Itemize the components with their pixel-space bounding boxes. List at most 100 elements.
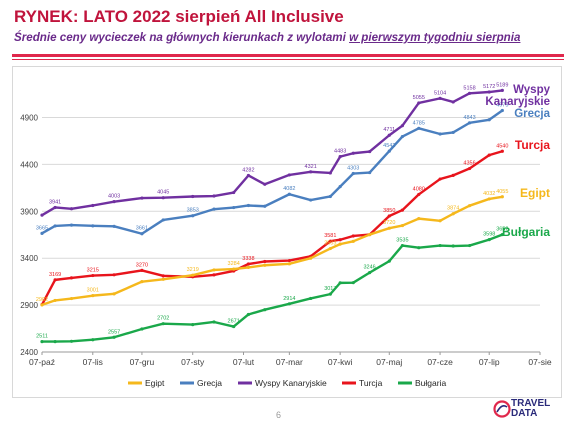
data-point xyxy=(212,207,216,211)
data-label: 3720 xyxy=(383,220,395,226)
data-point xyxy=(500,88,504,93)
data-label: 4321 xyxy=(305,164,317,170)
data-point xyxy=(387,149,391,153)
series-label-grecja: Grecja xyxy=(514,108,550,120)
data-point xyxy=(53,278,57,282)
data-point xyxy=(417,101,421,105)
data-point xyxy=(287,302,291,306)
data-point xyxy=(328,171,332,175)
data-point xyxy=(140,232,144,236)
series-label-wyspy-kanaryjskie: Wyspy xyxy=(513,84,550,96)
data-point xyxy=(191,214,195,218)
data-point xyxy=(246,173,251,178)
data-point xyxy=(53,224,57,228)
data-point xyxy=(417,246,421,250)
data-point xyxy=(400,243,404,248)
data-point xyxy=(91,224,95,228)
legend-entry: Bułgaria xyxy=(415,378,446,388)
data-label: 5104 xyxy=(434,90,446,96)
data-point xyxy=(500,232,504,237)
data-point xyxy=(140,268,144,272)
y-tick-label: 2900 xyxy=(20,301,38,310)
data-point xyxy=(487,238,491,242)
data-point xyxy=(438,243,442,248)
data-point xyxy=(400,124,404,128)
data-label: 4356 xyxy=(463,161,475,167)
data-point xyxy=(263,182,267,186)
x-tick-label: 07-paź xyxy=(29,357,55,367)
data-label: 3853 xyxy=(187,208,199,214)
data-point xyxy=(500,149,504,153)
data-label: 4080 xyxy=(413,186,425,192)
data-point xyxy=(368,170,372,175)
data-point xyxy=(212,273,216,277)
data-point xyxy=(91,273,95,278)
data-point xyxy=(438,96,442,100)
data-point xyxy=(387,133,391,137)
data-label: 3850 xyxy=(383,208,395,214)
data-point xyxy=(69,276,74,280)
data-label: 3941 xyxy=(49,199,61,205)
data-point xyxy=(309,296,313,301)
data-point xyxy=(338,281,342,285)
chart-frame xyxy=(12,66,562,398)
data-label: 5055 xyxy=(413,95,425,101)
logo-text: TRAVEL DATA xyxy=(511,399,550,419)
travel-data-logo: TRAVEL DATA xyxy=(493,399,559,421)
x-tick-label: 07-lip xyxy=(479,357,500,367)
data-point xyxy=(338,242,342,246)
data-label: 2671 xyxy=(228,319,240,325)
data-point xyxy=(112,292,116,296)
data-label: 4785 xyxy=(413,120,425,126)
data-point xyxy=(212,194,216,198)
legend-entry: Turcja xyxy=(359,378,383,388)
data-label: 4483 xyxy=(334,149,346,155)
data-point xyxy=(40,213,44,217)
data-point xyxy=(467,204,472,208)
data-label: 4055 xyxy=(496,189,508,195)
data-label: 3598 xyxy=(483,232,495,238)
data-point xyxy=(417,217,421,221)
data-point xyxy=(387,214,391,218)
data-label: 3219 xyxy=(187,267,199,273)
data-point xyxy=(387,226,391,230)
logo-mark-icon xyxy=(493,400,511,418)
data-point xyxy=(112,273,116,277)
x-tick-label: 07-gru xyxy=(130,357,155,367)
data-point xyxy=(53,205,57,210)
data-label: 4045 xyxy=(157,190,169,196)
data-label: 3246 xyxy=(364,265,376,271)
data-point xyxy=(232,205,236,210)
data-point xyxy=(487,197,491,201)
y-tick-label: 2400 xyxy=(20,348,38,357)
data-point xyxy=(287,192,291,196)
data-point xyxy=(438,219,442,223)
legend-entry: Grecja xyxy=(197,378,222,388)
series-line-wyspy-kanaryjskie xyxy=(41,89,503,217)
data-point xyxy=(263,259,267,264)
data-point xyxy=(91,294,95,298)
data-label: 4032 xyxy=(483,191,495,197)
data-point xyxy=(328,246,332,251)
data-point xyxy=(161,322,165,326)
data-point xyxy=(417,126,421,130)
data-point xyxy=(161,218,165,222)
data-label: 3270 xyxy=(136,262,148,268)
data-label: 5172 xyxy=(483,84,495,90)
data-point xyxy=(467,121,472,125)
data-label: 3652 xyxy=(496,227,508,233)
data-label: 3215 xyxy=(87,268,99,274)
data-point xyxy=(328,239,332,243)
data-point xyxy=(69,223,74,227)
data-point xyxy=(328,194,332,199)
data-label: 3581 xyxy=(324,233,336,239)
x-tick-label: 07-kwi xyxy=(328,357,353,367)
page-number: 6 xyxy=(276,410,282,420)
data-point xyxy=(91,203,95,208)
legend-entry: Wyspy Kanaryjskie xyxy=(255,378,327,388)
data-point xyxy=(212,320,216,324)
data-point xyxy=(467,243,472,248)
data-label: 2702 xyxy=(157,316,169,322)
data-label: 2902 xyxy=(36,297,48,303)
y-tick-label: 3400 xyxy=(20,254,38,263)
